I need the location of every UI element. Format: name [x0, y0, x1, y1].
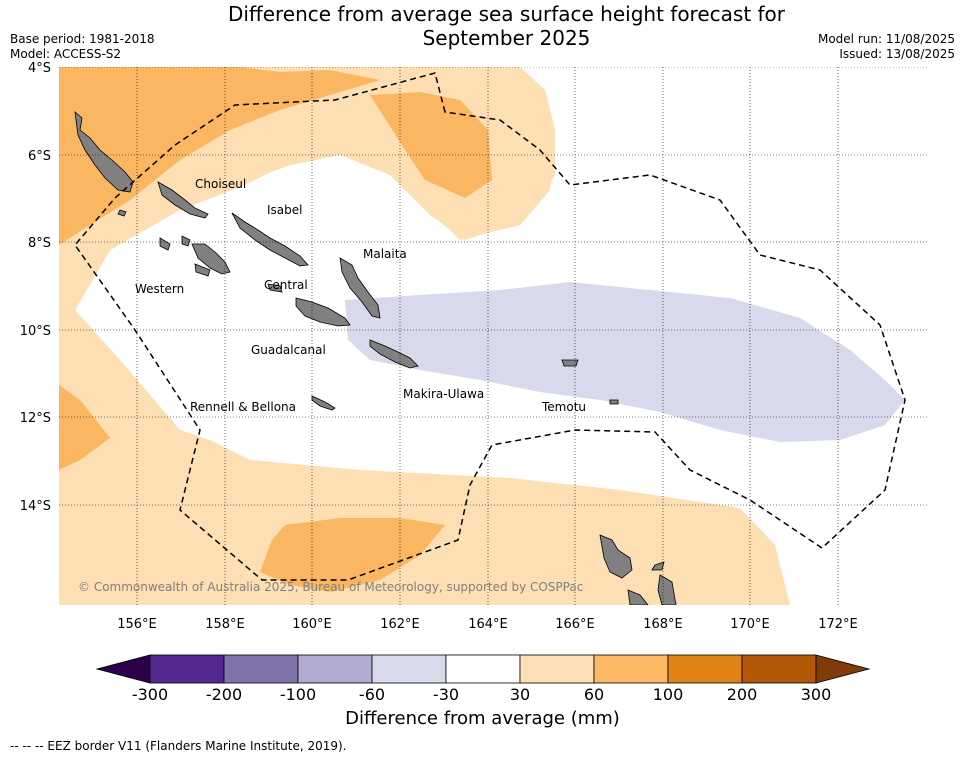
makira-island: [369, 339, 419, 369]
colorbar-segment: [593, 654, 669, 684]
map-area: [59, 67, 927, 605]
vanuatu-island-3: [627, 589, 649, 605]
western-islet-2: [181, 235, 191, 247]
map-title: Difference from average sea surface heig…: [0, 2, 965, 50]
colorbar-tick: 100: [653, 685, 684, 704]
lat-label-10s: 10°S: [20, 324, 51, 339]
colorbar-tick: -30: [433, 685, 459, 704]
guadalcanal-island: [295, 297, 351, 327]
colorbar-segment: [445, 654, 521, 684]
light-purple-region: [345, 282, 905, 442]
central-islet: [267, 283, 283, 293]
colorbar-segment: [519, 654, 595, 684]
eez-footnote: -- -- -- EEZ border V11 (Flanders Marine…: [10, 739, 347, 753]
label-western: Western: [135, 282, 184, 296]
small-islet: [117, 209, 127, 217]
title-line-2: September 2025: [422, 26, 591, 50]
temotu-islet-1: [561, 359, 579, 367]
model-run: Model run: 11/08/2025: [817, 32, 955, 46]
model-name: Model: ACCESS-S2: [10, 47, 122, 61]
colorbar-segment: [297, 654, 373, 684]
header-left: Base period: 1981-2018 Model: ACCESS-S2: [10, 32, 155, 62]
isabel-island: [231, 212, 309, 267]
label-choiseul: Choiseul: [195, 177, 246, 191]
map: 4°S 6°S 8°S 10°S 12°S 14°S 156°E 158°E 1…: [20, 61, 927, 632]
lat-label-8s: 8°S: [28, 236, 51, 251]
base-period: Base period: 1981-2018: [10, 32, 155, 46]
new-georgia-island: [191, 243, 231, 275]
vanuatu-island-1: [599, 534, 633, 579]
lat-label-6s: 6°S: [28, 149, 51, 164]
issued-date: Issued: 13/08/2025: [839, 47, 955, 61]
header-right: Model run: 11/08/2025 Issued: 13/08/2025: [818, 32, 955, 62]
lon-label-172e: 172°E: [818, 617, 858, 632]
lon-label-170e: 170°E: [730, 617, 770, 632]
eez-border: [74, 72, 906, 581]
temotu-islet-2: [609, 399, 619, 405]
colorbar-tick: -100: [280, 685, 316, 704]
label-guadalcanal: Guadalcanal: [251, 343, 326, 357]
label-makira-ulawa: Makira-Ulawa: [403, 387, 484, 401]
lon-label-162e: 162°E: [380, 617, 420, 632]
colorbar-title: Difference from average (mm): [345, 708, 620, 729]
lat-label-4s: 4°S: [28, 61, 51, 76]
choiseul-island: [157, 181, 209, 219]
vanuatu-island-2: [651, 561, 665, 571]
colorbar-tick: 300: [801, 685, 832, 704]
colorbar-tick: -300: [132, 685, 168, 704]
western-islet-3: [194, 263, 211, 277]
colorbar-tick: -60: [359, 685, 385, 704]
title-line-1: Difference from average sea surface heig…: [227, 2, 786, 26]
colorbar-segment: [741, 654, 817, 684]
lon-label-156e: 156°E: [117, 617, 157, 632]
mid-orange-south: [260, 518, 445, 592]
lon-label-158e: 158°E: [205, 617, 245, 632]
lon-label-166e: 166°E: [555, 617, 595, 632]
colorbar: -300 -200 -100 -60 -30 30 60 100 200 300: [95, 654, 871, 704]
lon-label-164e: 164°E: [468, 617, 508, 632]
colorbar-over-arrow: [815, 654, 871, 684]
colorbar-segment: [667, 654, 743, 684]
colorbar-segment: [371, 654, 447, 684]
colorbar-tick: 60: [584, 685, 604, 704]
label-malaita: Malaita: [363, 247, 407, 261]
place-labels: Choiseul Isabel Malaita Western Central …: [135, 177, 586, 414]
longitude-labels: 156°E 158°E 160°E 162°E 164°E 166°E 168°…: [117, 617, 858, 632]
malaita-island: [339, 257, 381, 319]
colorbar-tick-labels: -300 -200 -100 -60 -30 30 60 100 200 300: [132, 685, 831, 704]
label-isabel: Isabel: [267, 203, 302, 217]
label-central: Central: [264, 278, 308, 292]
label-rennell-bellona: Rennell & Bellona: [190, 400, 296, 414]
colorbar-tick: 30: [510, 685, 530, 704]
islands: [74, 111, 677, 605]
copyright-notice: © Commonwealth of Australia 2025, Bureau…: [78, 580, 584, 594]
colorbar-under-arrow: [95, 654, 151, 684]
colorbar-tick: 200: [727, 685, 758, 704]
label-temotu: Temotu: [541, 400, 586, 414]
mid-orange-west: [59, 385, 110, 470]
latitude-labels: 4°S 6°S 8°S 10°S 12°S 14°S: [20, 61, 51, 514]
vanuatu-island-4: [657, 574, 677, 605]
colorbar-segments: [149, 654, 817, 684]
colorbar-segment: [223, 654, 299, 684]
mid-orange-northwest: [59, 67, 380, 245]
mid-orange-north: [370, 92, 492, 198]
lon-label-160e: 160°E: [292, 617, 332, 632]
colorbar-tick: -200: [206, 685, 242, 704]
lat-label-14s: 14°S: [20, 499, 51, 514]
western-islet-1: [159, 237, 171, 251]
gridlines: [59, 67, 927, 605]
lon-label-168e: 168°E: [643, 617, 683, 632]
lat-label-12s: 12°S: [20, 411, 51, 426]
colorbar-segment: [149, 654, 225, 684]
